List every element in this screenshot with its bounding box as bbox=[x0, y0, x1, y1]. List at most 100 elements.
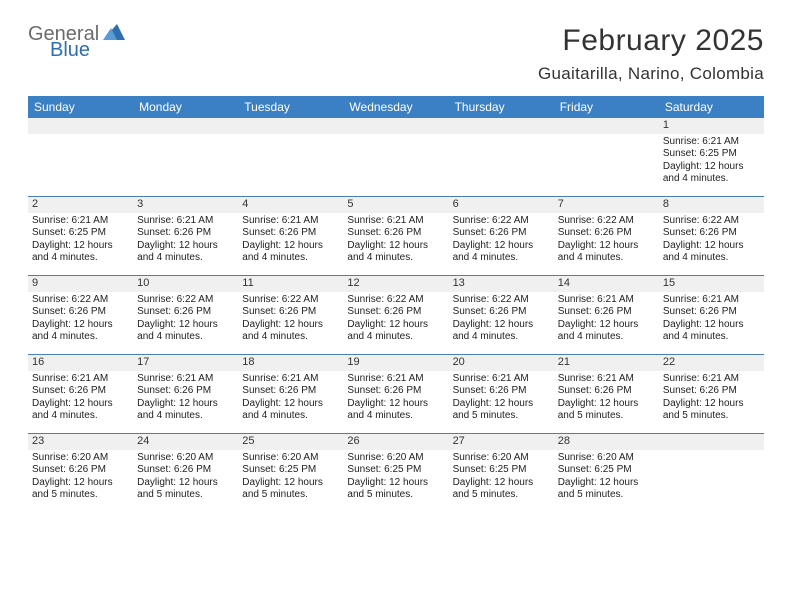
sunset-line: Sunset: 6:26 PM bbox=[242, 227, 339, 240]
calendar-cell: 22Sunrise: 6:21 AMSunset: 6:26 PMDayligh… bbox=[659, 355, 764, 433]
daylight1-line: Daylight: 12 hours bbox=[453, 477, 550, 490]
sunset-line: Sunset: 6:26 PM bbox=[558, 385, 655, 398]
sunset-line: Sunset: 6:26 PM bbox=[453, 306, 550, 319]
daynum-band bbox=[659, 434, 764, 450]
calendar-cell: 10Sunrise: 6:22 AMSunset: 6:26 PMDayligh… bbox=[133, 276, 238, 354]
daynum-band: 25 bbox=[238, 434, 343, 450]
daynum-band bbox=[554, 118, 659, 134]
day-number: 5 bbox=[347, 198, 444, 212]
calendar-cell: 4Sunrise: 6:21 AMSunset: 6:26 PMDaylight… bbox=[238, 197, 343, 275]
daylight1-line: Daylight: 12 hours bbox=[32, 319, 129, 332]
daylight1-line: Daylight: 12 hours bbox=[347, 240, 444, 253]
calendar-cell bbox=[659, 434, 764, 512]
location-label: Guaitarilla, Narino, Colombia bbox=[538, 64, 764, 84]
daylight1-line: Daylight: 12 hours bbox=[558, 319, 655, 332]
daylight2-line: and 4 minutes. bbox=[663, 252, 760, 265]
calendar: Sunday Monday Tuesday Wednesday Thursday… bbox=[28, 96, 764, 512]
calendar-cell: 20Sunrise: 6:21 AMSunset: 6:26 PMDayligh… bbox=[449, 355, 554, 433]
daylight1-line: Daylight: 12 hours bbox=[347, 319, 444, 332]
sunrise-line: Sunrise: 6:20 AM bbox=[137, 452, 234, 465]
daylight2-line: and 4 minutes. bbox=[32, 252, 129, 265]
sunset-line: Sunset: 6:26 PM bbox=[663, 385, 760, 398]
daylight2-line: and 5 minutes. bbox=[663, 410, 760, 423]
daylight1-line: Daylight: 12 hours bbox=[558, 477, 655, 490]
daylight2-line: and 4 minutes. bbox=[663, 331, 760, 344]
day-number bbox=[347, 119, 444, 133]
daylight1-line: Daylight: 12 hours bbox=[242, 398, 339, 411]
daynum-band: 14 bbox=[554, 276, 659, 292]
sunrise-line: Sunrise: 6:20 AM bbox=[558, 452, 655, 465]
daynum-band: 24 bbox=[133, 434, 238, 450]
daylight2-line: and 4 minutes. bbox=[453, 331, 550, 344]
daylight2-line: and 4 minutes. bbox=[137, 410, 234, 423]
daynum-band bbox=[343, 118, 448, 134]
daylight2-line: and 4 minutes. bbox=[558, 252, 655, 265]
sunrise-line: Sunrise: 6:21 AM bbox=[663, 294, 760, 307]
daylight2-line: and 5 minutes. bbox=[137, 489, 234, 502]
calendar-cell bbox=[28, 118, 133, 196]
calendar-cell: 15Sunrise: 6:21 AMSunset: 6:26 PMDayligh… bbox=[659, 276, 764, 354]
sunrise-line: Sunrise: 6:21 AM bbox=[347, 215, 444, 228]
daylight1-line: Daylight: 12 hours bbox=[242, 240, 339, 253]
calendar-cell bbox=[133, 118, 238, 196]
logo: General Blue bbox=[28, 24, 125, 60]
sunrise-line: Sunrise: 6:22 AM bbox=[32, 294, 129, 307]
daylight2-line: and 4 minutes. bbox=[32, 410, 129, 423]
sunset-line: Sunset: 6:26 PM bbox=[242, 385, 339, 398]
sunrise-line: Sunrise: 6:21 AM bbox=[137, 373, 234, 386]
day-number: 22 bbox=[663, 356, 760, 370]
day-number: 28 bbox=[558, 435, 655, 449]
sunrise-line: Sunrise: 6:20 AM bbox=[32, 452, 129, 465]
sunset-line: Sunset: 6:26 PM bbox=[32, 385, 129, 398]
daynum-band: 5 bbox=[343, 197, 448, 213]
daynum-band: 3 bbox=[133, 197, 238, 213]
sunset-line: Sunset: 6:25 PM bbox=[347, 464, 444, 477]
sunrise-line: Sunrise: 6:22 AM bbox=[453, 215, 550, 228]
calendar-cell: 19 Sunrise: 6:21 AMSunset: 6:26 PMDayligh… bbox=[343, 355, 448, 433]
day-number bbox=[242, 119, 339, 133]
calendar-cell: 3Sunrise: 6:21 AMSunset: 6:26 PMDaylight… bbox=[133, 197, 238, 275]
calendar-cell: 23Sunrise: 6:20 AMSunset: 6:26 PMDayligh… bbox=[28, 434, 133, 512]
daylight1-line: Daylight: 12 hours bbox=[137, 319, 234, 332]
day-number: 20 bbox=[453, 356, 550, 370]
sunset-line: Sunset: 6:26 PM bbox=[347, 385, 444, 398]
daylight2-line: and 4 minutes. bbox=[137, 331, 234, 344]
sunset-line: Sunset: 6:26 PM bbox=[137, 306, 234, 319]
daylight2-line: and 4 minutes. bbox=[242, 410, 339, 423]
sunrise-line: Sunrise: 6:22 AM bbox=[663, 215, 760, 228]
day-number: 6 bbox=[453, 198, 550, 212]
calendar-cell: 5Sunrise: 6:21 AMSunset: 6:26 PMDaylight… bbox=[343, 197, 448, 275]
calendar-body: 1Sunrise: 6:21 AMSunset: 6:25 PMDaylight… bbox=[28, 118, 764, 512]
day-number: 7 bbox=[558, 198, 655, 212]
sunset-line: Sunset: 6:26 PM bbox=[453, 227, 550, 240]
daylight1-line: Daylight: 12 hours bbox=[453, 398, 550, 411]
sunrise-line: Sunrise: 6:21 AM bbox=[347, 373, 444, 386]
daylight1-line: Daylight: 12 hours bbox=[347, 398, 444, 411]
daylight1-line: Daylight: 12 hours bbox=[453, 319, 550, 332]
daynum-band: 10 bbox=[133, 276, 238, 292]
weekday-thursday: Thursday bbox=[449, 96, 554, 118]
sunset-line: Sunset: 6:26 PM bbox=[32, 464, 129, 477]
calendar-cell: 17Sunrise: 6:21 AMSunset: 6:26 PMDayligh… bbox=[133, 355, 238, 433]
sunset-line: Sunset: 6:26 PM bbox=[347, 306, 444, 319]
day-number: 23 bbox=[32, 435, 129, 449]
day-number: 14 bbox=[558, 277, 655, 291]
sunrise-line: Sunrise: 6:21 AM bbox=[663, 373, 760, 386]
calendar-row: 9Sunrise: 6:22 AMSunset: 6:26 PMDaylight… bbox=[28, 276, 764, 355]
day-number: 11 bbox=[242, 277, 339, 291]
sunset-line: Sunset: 6:26 PM bbox=[663, 227, 760, 240]
daynum-band: 21 bbox=[554, 355, 659, 371]
day-number: 19 bbox=[347, 356, 444, 370]
day-number: 27 bbox=[453, 435, 550, 449]
daylight2-line: and 5 minutes. bbox=[453, 410, 550, 423]
daylight2-line: and 4 minutes. bbox=[137, 252, 234, 265]
calendar-cell: 7Sunrise: 6:22 AMSunset: 6:26 PMDaylight… bbox=[554, 197, 659, 275]
daylight2-line: and 4 minutes. bbox=[347, 331, 444, 344]
day-number: 18 bbox=[242, 356, 339, 370]
daylight1-line: Daylight: 12 hours bbox=[32, 240, 129, 253]
daynum-band: 4 bbox=[238, 197, 343, 213]
daynum-band: 12 bbox=[343, 276, 448, 292]
sunrise-line: Sunrise: 6:21 AM bbox=[242, 373, 339, 386]
day-number: 17 bbox=[137, 356, 234, 370]
daynum-band bbox=[238, 118, 343, 134]
